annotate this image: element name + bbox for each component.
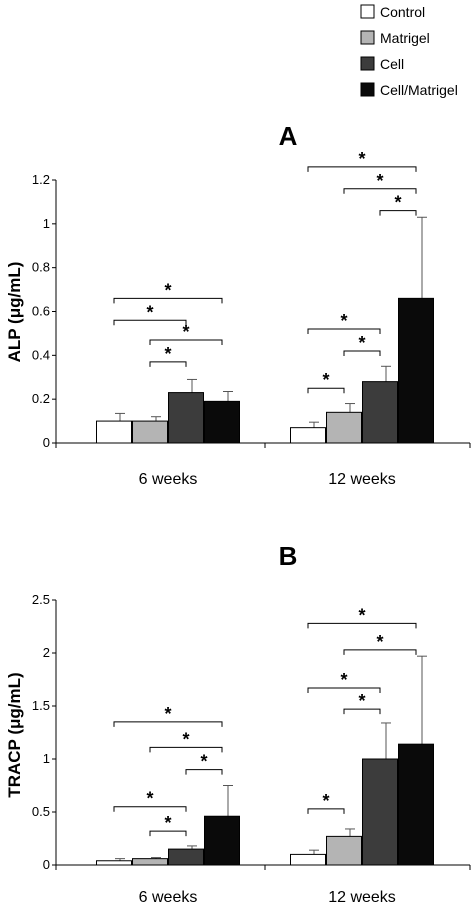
significance-star: * <box>340 670 347 690</box>
bar <box>398 743 434 866</box>
significance-bracket <box>113 297 223 304</box>
significance-star: * <box>164 704 171 724</box>
y-tick-label: 1 <box>43 751 50 766</box>
bar <box>132 420 168 444</box>
panel-label-a: A <box>279 121 298 151</box>
bar <box>168 848 204 866</box>
significance-bracket <box>307 387 345 394</box>
y-tick-label: 2 <box>43 645 50 660</box>
bar <box>362 758 398 866</box>
y-tick-label: 0.8 <box>32 260 50 275</box>
bar <box>326 411 362 444</box>
significance-bracket <box>149 830 187 837</box>
y-tick-label: 2.5 <box>32 592 50 607</box>
y-axis-label-alp: ALP (μg/mL) <box>5 262 24 363</box>
significance-star: * <box>182 729 189 749</box>
significance-star: * <box>146 302 153 322</box>
y-tick-label: 0.4 <box>32 347 50 362</box>
significance-bracket <box>307 808 345 814</box>
significance-star: * <box>164 280 171 300</box>
chart-alp: A ALP (μg/mL) 0 0.2 0.4 0.6 0.8 1 1.2 6 weeks 12… <box>5 121 471 488</box>
y-tick-label: 1 <box>43 216 50 231</box>
x-category-label: 6 weeks <box>139 471 198 488</box>
significance-bracket <box>113 806 187 812</box>
legend-label-1: Matrigel <box>380 30 430 46</box>
significance-bracket <box>343 350 381 356</box>
legend-swatch-3 <box>360 82 375 97</box>
significance-star: * <box>164 813 171 833</box>
x-category-label: 12 weeks <box>328 889 396 906</box>
significance-star: * <box>358 605 365 625</box>
bar <box>398 297 434 444</box>
significance-bracket <box>307 328 381 335</box>
significance-star: * <box>200 752 207 772</box>
significance-bracket <box>113 721 223 727</box>
bar <box>326 835 362 866</box>
bar <box>204 400 240 444</box>
significance-star: * <box>322 791 329 811</box>
y-tick-label: 0.6 <box>32 304 50 319</box>
bar <box>96 420 132 444</box>
significance-bracket <box>149 361 187 367</box>
bar <box>290 427 326 444</box>
legend-label-2: Cell <box>380 56 404 72</box>
significance-star: * <box>358 149 365 169</box>
significance-star: * <box>146 789 153 809</box>
legend-label-0: Control <box>380 4 425 20</box>
significance-star: * <box>340 311 347 331</box>
legend-swatch-1 <box>360 30 375 45</box>
significance-star: * <box>358 691 365 711</box>
significance-star: * <box>358 333 365 353</box>
legend-label-3: Cell/Matrigel <box>380 82 458 98</box>
legend-swatch-2 <box>360 56 375 71</box>
x-category-label: 12 weeks <box>328 471 396 488</box>
significance-bracket <box>185 769 223 775</box>
y-tick-label: 1.2 <box>32 172 50 187</box>
y-axis-label-tracp: TRACP (μg/mL) <box>5 672 24 797</box>
bar <box>290 853 326 866</box>
legend: Control Matrigel Cell Cell/Matrigel <box>360 4 458 98</box>
significance-star: * <box>182 322 189 342</box>
x-category-label: 6 weeks <box>139 889 198 906</box>
significance-bracket <box>343 708 381 715</box>
significance-star: * <box>376 632 383 652</box>
significance-bracket <box>149 339 223 345</box>
bar <box>96 860 132 866</box>
bar <box>204 815 240 866</box>
significance-bracket <box>307 687 381 693</box>
significance-star: * <box>394 193 401 213</box>
panel-label-b: B <box>279 541 298 571</box>
y-tick-label: 0.5 <box>32 804 50 819</box>
y-tick-label: 0 <box>43 435 50 450</box>
significance-star: * <box>322 370 329 390</box>
chart-tracp: B TRACP (μg/mL) 0 0.5 1 1.5 2 2.5 6 weeks 12 we… <box>5 541 471 906</box>
bar <box>132 858 168 866</box>
significance-bracket <box>379 210 417 216</box>
significance-bracket <box>307 622 417 629</box>
significance-bracket <box>113 319 187 326</box>
legend-swatch-0 <box>360 4 375 19</box>
bar <box>168 392 204 444</box>
significance-bracket <box>307 166 417 172</box>
significance-star: * <box>376 171 383 191</box>
significance-bracket <box>343 188 417 194</box>
significance-bracket <box>149 746 223 753</box>
y-tick-label: 0 <box>43 857 50 872</box>
significance-bracket <box>343 649 417 655</box>
significance-star: * <box>164 344 171 364</box>
y-tick-label: 0.2 <box>32 391 50 406</box>
bar <box>362 381 398 444</box>
y-tick-label: 1.5 <box>32 698 50 713</box>
